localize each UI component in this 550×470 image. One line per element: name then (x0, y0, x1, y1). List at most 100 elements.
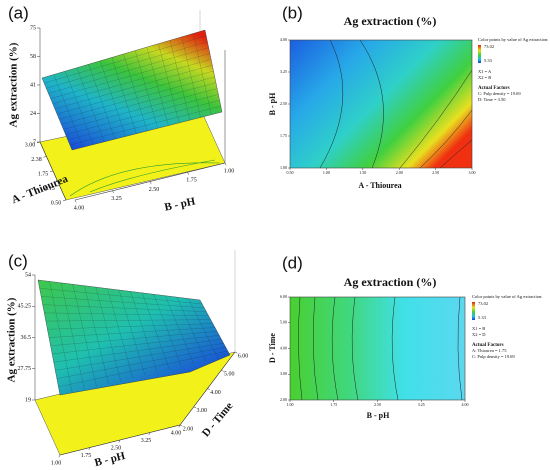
mesh-line (53, 339, 222, 363)
y-tick (193, 406, 197, 409)
x-axis-title: A - Thiourea (358, 181, 401, 190)
y-axis-title: B - pH (268, 92, 277, 115)
y-tick (224, 162, 227, 166)
y-tick-label: 4.00 (210, 390, 221, 396)
legend-x1: X1 = B (472, 326, 485, 331)
chart-title: Ag extraction (%) (344, 275, 437, 289)
panel-label: (a) (8, 3, 29, 22)
z-tick-label: 36.5 (21, 335, 32, 341)
y-tick-label: 6.00 (280, 294, 287, 299)
legend-factors-title: Actual Factors (478, 86, 510, 91)
z-axis-title: Ag extraction (%) (6, 297, 18, 382)
x-tick-label: 1.00 (323, 170, 330, 175)
mesh-line (63, 88, 218, 130)
z-tick-label: 75 (30, 25, 36, 31)
y-tick (179, 424, 183, 427)
y-tick (234, 351, 238, 354)
y-tick-label: 3.25 (280, 69, 287, 74)
mesh-line (135, 50, 158, 129)
x-tick-label: 1.75 (330, 402, 337, 407)
z-tick-label: 19 (25, 397, 31, 403)
z-tick-label: 7 (33, 139, 36, 145)
color-bar (472, 302, 475, 320)
z-axis-title: Ag extraction (%) (8, 42, 20, 127)
x-tick-label: 3.00 (469, 170, 476, 175)
z-tick-label: 41 (30, 82, 36, 88)
y-tick-label: 2.00 (183, 426, 194, 432)
x-tick-label: 1.15 (44, 186, 55, 192)
mesh-line (52, 335, 220, 355)
mesh-line (193, 33, 212, 115)
x-tick-label: 1.75 (81, 453, 92, 459)
legend-min: 5.33 (478, 315, 487, 320)
x-tick (56, 185, 60, 187)
x-tick-label: 2.38 (31, 157, 42, 163)
mesh-line (130, 291, 158, 373)
mesh-line (123, 53, 148, 132)
x-tick-label: 2.50 (432, 170, 439, 175)
x-tick-label: 2.50 (111, 445, 122, 451)
y-tick-label: 2.00 (280, 397, 287, 402)
legend-factor: C: Pulp density = 19.69 (478, 91, 521, 96)
mesh-line (69, 106, 221, 145)
y-tick (221, 370, 224, 372)
y-tick (74, 199, 77, 203)
panel-label: (c) (8, 251, 28, 270)
legend-x2: X2 = D (472, 332, 486, 337)
y-tick (149, 181, 152, 185)
z-tick-label: 54 (25, 272, 31, 278)
x-tick (178, 424, 181, 428)
legend-x2: X2 = B (478, 75, 491, 80)
mesh-line (181, 36, 201, 118)
legend-factor: D: Time = 3.50 (478, 97, 506, 102)
legend-factors-title: Actual Factors (472, 343, 504, 348)
z-tick-label: 58 (30, 54, 36, 60)
mesh-line (59, 76, 215, 120)
mesh-line (146, 47, 169, 126)
legend-x1: X1 = A (478, 69, 492, 74)
mesh-line (188, 298, 218, 358)
contour-b (289, 39, 473, 169)
x-tick-label: 1.75 (38, 171, 49, 177)
y-tick-label: 2.50 (280, 101, 287, 106)
legend-factor: A: Thiourea = 1.75 (472, 348, 507, 353)
color-bar (478, 45, 481, 63)
legend-heading: Color points by value of Ag extraction: (478, 37, 549, 42)
y-tick-label: 5.00 (224, 372, 235, 378)
mesh-line (58, 350, 228, 387)
legend-heading: Color points by value of Ag extraction: (472, 294, 543, 299)
mesh-line (67, 100, 220, 140)
x-tick (148, 432, 151, 436)
x-axis-title: B - pH (93, 450, 127, 469)
mesh-line (65, 94, 219, 135)
mesh-line (158, 43, 180, 123)
x-tick (43, 156, 47, 158)
x-tick-label: 3.25 (141, 438, 152, 444)
x-tick-label: 2.50 (374, 402, 381, 407)
x-tick (62, 199, 67, 202)
surface-c (34, 250, 236, 456)
x-tick (118, 439, 121, 443)
y-tick-label: 3.00 (280, 371, 287, 376)
x-tick-label: 3.00 (25, 142, 36, 148)
panel-label: (b) (282, 3, 303, 22)
x-tick-label: 1.50 (359, 170, 366, 175)
x-tick (36, 141, 41, 144)
legend-factor: C: Pulp density = 19.69 (472, 354, 515, 359)
y-tick (112, 190, 114, 194)
mesh-line (169, 40, 190, 121)
y-tick-label: 4.00 (74, 205, 85, 211)
x-tick-label: 0.50 (287, 170, 294, 175)
y-axis-title: D - Time (268, 333, 277, 363)
y-tick-label: 1.75 (280, 133, 287, 138)
z-tick-label: 24 (30, 111, 36, 117)
y-tick-label: 1.00 (224, 168, 235, 174)
contour-d (289, 296, 466, 401)
mesh-line (50, 331, 218, 346)
mesh-line (176, 297, 206, 361)
y-axis-title: D - Time (200, 400, 236, 439)
y-tick-label: 3.00 (197, 408, 208, 414)
mesh-line (61, 82, 216, 125)
y-tick (207, 388, 211, 390)
